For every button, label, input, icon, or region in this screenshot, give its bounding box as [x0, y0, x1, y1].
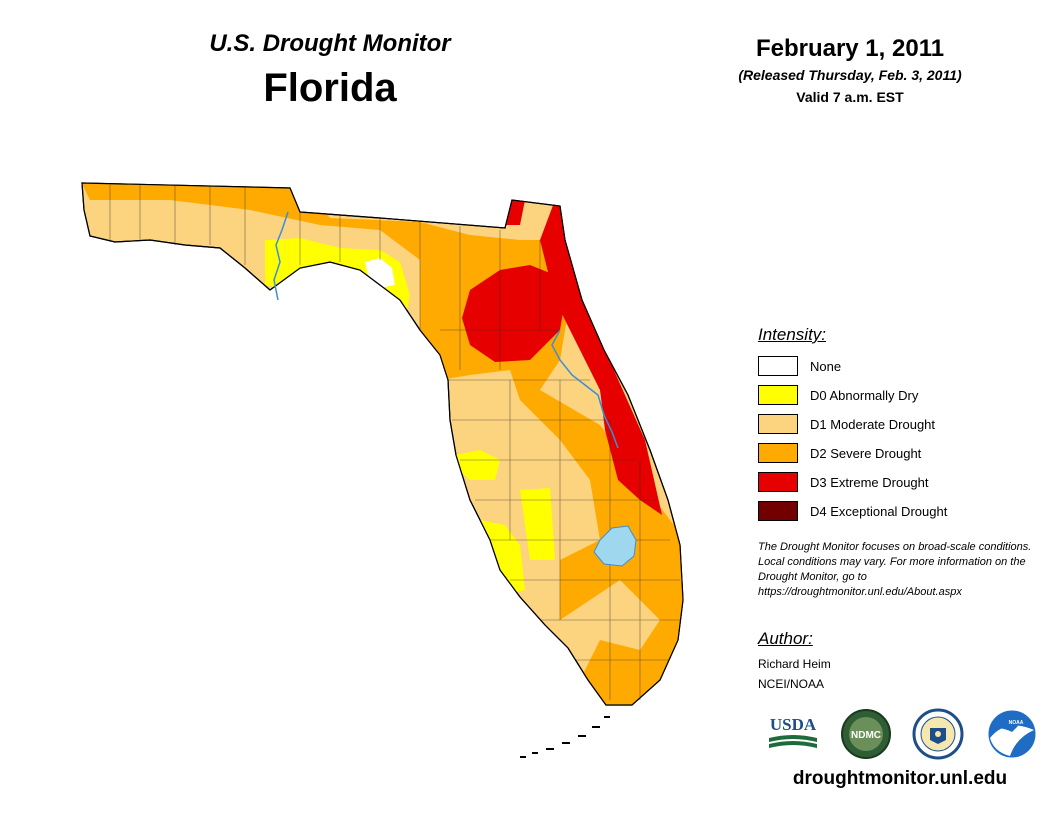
legend-item-d2: D2 Severe Drought [758, 442, 921, 464]
usda-logo: USDA [765, 712, 821, 752]
legend-item-d3: D3 Extreme Drought [758, 471, 929, 493]
ndmc-logo: NDMC [840, 708, 892, 760]
noaa-logo: NOAA [986, 708, 1038, 760]
legend-label: None [810, 359, 841, 374]
commerce-seal-logo [912, 708, 964, 760]
valid-time: Valid 7 a.m. EST [700, 89, 1000, 105]
legend-item-none: None [758, 355, 841, 377]
legend-swatch [758, 385, 798, 405]
legend-label: D3 Extreme Drought [810, 475, 929, 490]
legend-item-d1: D1 Moderate Drought [758, 413, 935, 435]
legend-title: Intensity: [758, 325, 826, 345]
noaa-logo-text: NOAA [1009, 720, 1024, 726]
legend-label: D4 Exceptional Drought [810, 504, 947, 519]
legend-item-d4: D4 Exceptional Drought [758, 500, 947, 522]
legend-item-d0: D0 Abnormally Dry [758, 384, 918, 406]
usda-logo-text: USDA [770, 715, 817, 734]
author-title: Author: [758, 629, 813, 649]
legend-label: D2 Severe Drought [810, 446, 921, 461]
legend-swatch [758, 414, 798, 434]
florida-drought-map [0, 0, 740, 816]
legend-swatch [758, 443, 798, 463]
legend-swatch [758, 472, 798, 492]
legend-label: D1 Moderate Drought [810, 417, 935, 432]
legend-swatch [758, 356, 798, 376]
map-date: February 1, 2011 [700, 35, 1000, 63]
florida-keys [520, 716, 610, 758]
disclaimer-note: The Drought Monitor focuses on broad-sca… [758, 540, 1048, 600]
ndmc-logo-text: NDMC [851, 730, 881, 741]
legend-swatch [758, 501, 798, 521]
author-org: NCEI/NOAA [758, 677, 824, 691]
legend-label: D0 Abnormally Dry [810, 388, 918, 403]
website-url[interactable]: droughtmonitor.unl.edu [740, 768, 1056, 790]
author-name: Richard Heim [758, 657, 831, 671]
